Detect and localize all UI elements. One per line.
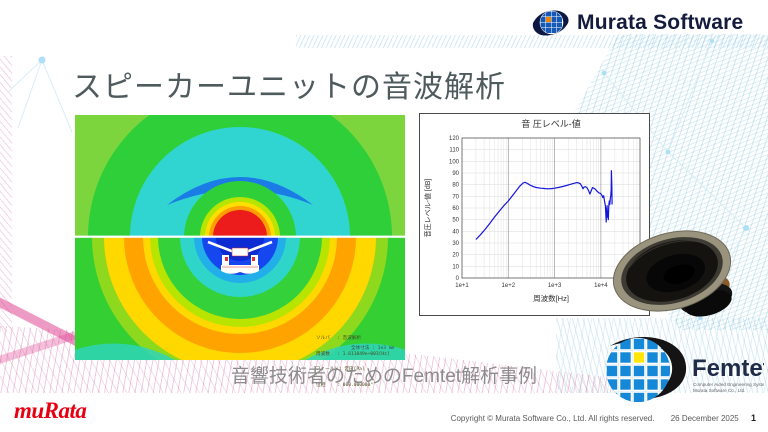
footer-text: Copyright © Murata Software Co., Ltd. Al… bbox=[451, 413, 756, 423]
svg-text:1e+4: 1e+4 bbox=[594, 283, 608, 289]
svg-text:0: 0 bbox=[456, 276, 460, 282]
svg-text:100: 100 bbox=[449, 159, 460, 165]
svg-text:10: 10 bbox=[452, 264, 459, 270]
speaker-3d-image bbox=[612, 230, 733, 317]
svg-text:30: 30 bbox=[452, 241, 459, 247]
svg-text:80: 80 bbox=[452, 183, 459, 189]
femtet-tagline-1: Computer Aided Engineering System bbox=[693, 382, 764, 387]
svg-text:音 圧レベル-値: 音 圧レベル-値 bbox=[521, 118, 581, 129]
svg-text:20: 20 bbox=[452, 253, 459, 259]
speaker-cross-section bbox=[207, 240, 273, 274]
slide-subtitle: 音響技術者のためのFemtet解析事例 bbox=[230, 366, 538, 387]
svg-text:40: 40 bbox=[452, 229, 459, 235]
page-number: 1 bbox=[750, 413, 756, 423]
femtet-ball-icon bbox=[606, 338, 670, 402]
pink-strip-left-decoration bbox=[0, 56, 12, 332]
contour-field-image bbox=[75, 115, 405, 360]
copyright-text: Copyright © Murata Software Co., Ltd. Al… bbox=[450, 414, 655, 423]
svg-text:音圧レベル-値 [dB]: 音圧レベル-値 [dB] bbox=[423, 179, 432, 238]
svg-text:周波数[Hz]: 周波数[Hz] bbox=[533, 293, 569, 303]
svg-text:50: 50 bbox=[452, 218, 459, 224]
svg-text:60: 60 bbox=[452, 206, 459, 212]
murata-logo: muRata bbox=[14, 398, 87, 423]
murata-software-logo-icon bbox=[532, 10, 569, 36]
svg-text:1e+2: 1e+2 bbox=[502, 283, 516, 289]
femtet-logo: Femtet Computer Aided Engineering System… bbox=[606, 336, 764, 402]
murata-software-logo: Murata Software bbox=[532, 7, 743, 39]
brand-text: Murata Software bbox=[577, 11, 744, 34]
svg-text:120: 120 bbox=[449, 136, 460, 142]
svg-text:90: 90 bbox=[452, 171, 459, 177]
slide-date: 26 December 2025 bbox=[670, 414, 739, 423]
acoustic-contour-plot: ソルバ : 音波解析 周波数 : 1.611049e+003[Hz] フィールド… bbox=[75, 115, 405, 403]
svg-text:70: 70 bbox=[452, 194, 459, 200]
femtet-tagline-2: Murata Software Co., Ltd. bbox=[693, 388, 745, 393]
svg-text:1e+1: 1e+1 bbox=[455, 283, 469, 289]
femtet-wordmark: Femtet bbox=[692, 355, 764, 382]
spl-chart-panel: 0 10 20 30 40 50 60 70 80 90 100 110 120 1e+1 1e+2 1e+3… bbox=[419, 113, 650, 316]
page-title: スピーカーユニットの音波解析 bbox=[72, 71, 506, 104]
spl-frequency-chart: 0 10 20 30 40 50 60 70 80 90 100 110 120 1e+1 1e+2 1e+3… bbox=[423, 118, 641, 303]
femtet-swoosh-icon bbox=[610, 336, 687, 400]
svg-text:110: 110 bbox=[449, 148, 459, 154]
svg-text:1e+3: 1e+3 bbox=[548, 283, 562, 289]
contour-dimension-note: 全体寸法 : 1e3 mm bbox=[351, 346, 395, 351]
